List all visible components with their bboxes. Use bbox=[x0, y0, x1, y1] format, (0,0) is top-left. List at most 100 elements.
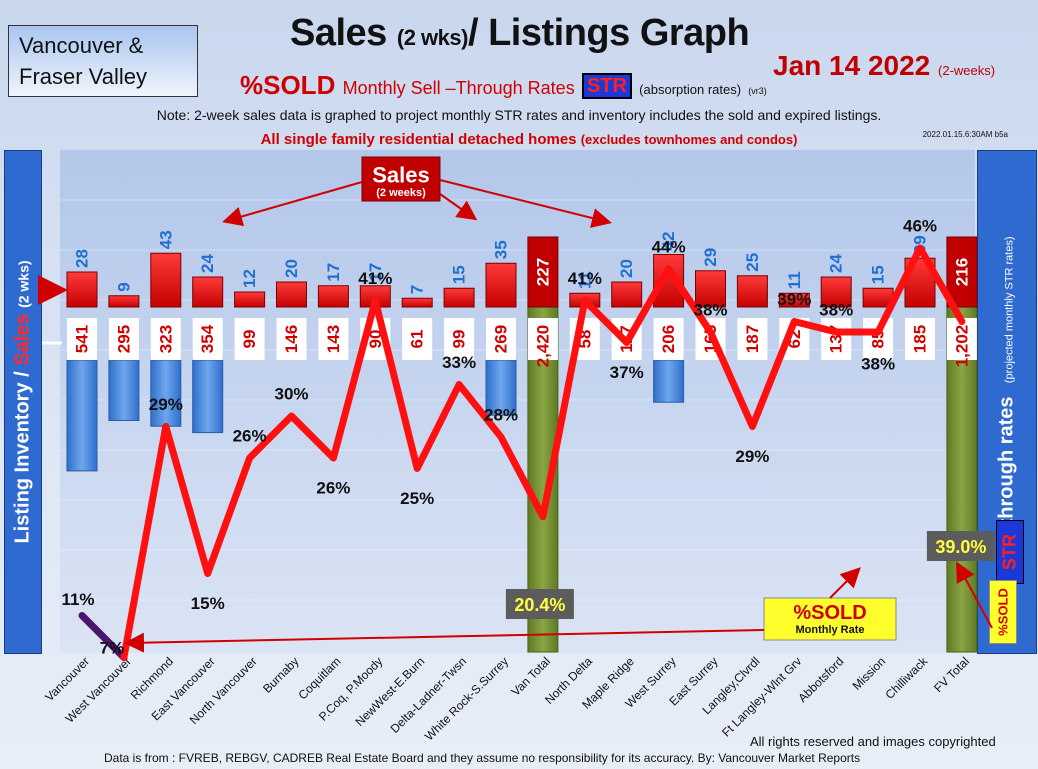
sales-bar bbox=[317, 285, 349, 308]
sales-callout-text: Sales bbox=[372, 163, 430, 188]
sales-bar bbox=[108, 295, 140, 308]
chart-title: Sales (2 wks)/ Listings Graph bbox=[290, 12, 750, 54]
inventory-label-box bbox=[234, 318, 265, 360]
sales-bar bbox=[946, 236, 978, 308]
sales-label: 17 bbox=[366, 263, 385, 282]
sales-label: 28 bbox=[73, 249, 92, 268]
sales-label: 17 bbox=[324, 263, 343, 282]
sold-callout-box bbox=[763, 597, 897, 641]
category-label: Abbotsford bbox=[795, 654, 846, 705]
sales-label: 12 bbox=[240, 269, 259, 288]
pct-label: 37% bbox=[610, 363, 644, 382]
pct-label: 46% bbox=[903, 217, 937, 236]
category-label: Burnaby bbox=[260, 654, 302, 696]
sales-label: 29 bbox=[701, 248, 720, 267]
inventory-label: 295 bbox=[114, 325, 133, 353]
inventory-label-box bbox=[318, 318, 349, 360]
sales-label: 43 bbox=[156, 230, 175, 249]
pct-label: 33% bbox=[442, 353, 476, 372]
total-pct-box bbox=[926, 531, 995, 561]
total-pct-box bbox=[505, 589, 574, 619]
sold-arrow-left bbox=[124, 629, 765, 653]
region-line-2: Fraser Valley bbox=[19, 64, 147, 89]
inventory-label-box bbox=[444, 318, 475, 360]
sales-label: 7 bbox=[408, 285, 427, 294]
timestamp: 2022.01.15.6:30AM b5a bbox=[922, 130, 1008, 139]
pct-label: 30% bbox=[274, 385, 308, 404]
pct-label: 29% bbox=[149, 395, 183, 414]
inventory-label: 2,420 bbox=[533, 325, 552, 368]
footer-source: Data is from : FVREB, REBGV, CADREB Real… bbox=[104, 751, 861, 765]
inventory-label: 143 bbox=[324, 325, 343, 353]
sales-label: 42 bbox=[659, 232, 678, 251]
total-pct-label: 20.4% bbox=[514, 595, 565, 615]
pct-label: 7% bbox=[100, 639, 125, 658]
pct-label: 38% bbox=[819, 301, 853, 320]
sales-label: 20 bbox=[282, 259, 301, 278]
category-label: FV Total bbox=[931, 654, 972, 695]
category-label: Delta-Ladner-Twsn bbox=[388, 654, 470, 736]
region-box: Vancouver & Fraser Valley bbox=[8, 25, 198, 97]
sales-label: 15 bbox=[869, 265, 888, 284]
inventory-label-box bbox=[486, 318, 516, 360]
inventory-label-box bbox=[108, 318, 139, 360]
inventory-bar bbox=[66, 359, 98, 472]
sales-arrow-left bbox=[222, 181, 363, 227]
category-label: White Rock-S.Surrey bbox=[422, 654, 511, 743]
sales-label: 20 bbox=[617, 259, 636, 278]
inventory-label-box bbox=[192, 318, 223, 360]
pct-label: 41% bbox=[568, 269, 602, 288]
inventory-label: 185 bbox=[911, 325, 930, 353]
inventory-label-box bbox=[67, 318, 97, 360]
pct-label: 26% bbox=[233, 427, 267, 446]
sales-label: 24 bbox=[198, 254, 217, 273]
sales-callout-sub: (2 weeks) bbox=[376, 187, 426, 199]
inventory-bar bbox=[192, 359, 224, 434]
sales-bar bbox=[527, 236, 559, 308]
inventory-label-box bbox=[821, 318, 852, 360]
sold-line-start bbox=[78, 612, 128, 661]
sold-callout-sub: Monthly Rate bbox=[795, 624, 864, 636]
inventory-label: 61 bbox=[408, 330, 427, 349]
inventory-bar bbox=[150, 359, 182, 427]
chart-note: Note: 2-week sales data is graphed to pr… bbox=[156, 107, 882, 123]
category-label: Mission bbox=[850, 654, 889, 693]
total-bar bbox=[946, 306, 978, 653]
str-vertical-badge: STR bbox=[996, 520, 1024, 584]
inventory-label: 99 bbox=[240, 330, 259, 349]
pct-label: 15% bbox=[191, 594, 225, 613]
chart-scope: All single family residential detached h… bbox=[260, 131, 798, 148]
pct-label: 28% bbox=[484, 406, 518, 425]
sales-arrow-right bbox=[439, 179, 612, 228]
sales-label: 9 bbox=[114, 282, 133, 291]
sales-label: 25 bbox=[743, 253, 762, 272]
inventory-label: 354 bbox=[198, 324, 217, 353]
sales-bar bbox=[778, 292, 810, 308]
pct-label: 38% bbox=[861, 355, 895, 374]
sold-line bbox=[120, 244, 966, 661]
inventory-label: 99 bbox=[450, 330, 469, 349]
inventory-label-box bbox=[737, 318, 768, 360]
sales-label: 35 bbox=[492, 240, 511, 259]
pct-label: 29% bbox=[735, 447, 769, 466]
pct-label: 44% bbox=[652, 238, 686, 257]
category-label: Chilliwack bbox=[883, 654, 931, 702]
sales-callout-box bbox=[361, 156, 441, 202]
pct-label: 25% bbox=[400, 489, 434, 508]
sales-bar bbox=[443, 287, 475, 308]
sales-label: 227 bbox=[533, 258, 552, 286]
sold-arrow-up bbox=[829, 567, 861, 599]
sales-bar bbox=[611, 281, 643, 308]
inventory-bar bbox=[653, 359, 685, 403]
sales-bar bbox=[66, 271, 98, 308]
sold-vertical-badge: %SOLD bbox=[989, 580, 1017, 644]
inventory-label-box bbox=[276, 318, 307, 360]
sales-bar bbox=[276, 281, 307, 308]
sales-label: 11 bbox=[785, 271, 804, 289]
str-badge: STR bbox=[581, 73, 632, 99]
region-line-1: Vancouver & bbox=[19, 33, 144, 58]
inventory-label-box bbox=[402, 318, 433, 360]
inventory-bar bbox=[485, 359, 517, 416]
inventory-label: 323 bbox=[156, 325, 175, 353]
